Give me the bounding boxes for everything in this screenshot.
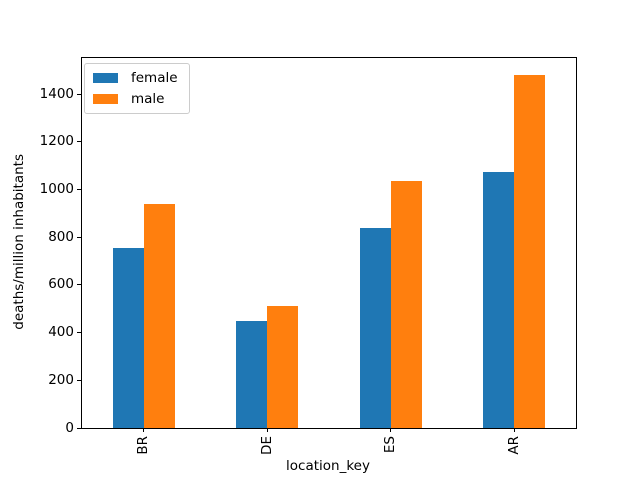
legend-swatch-male xyxy=(93,94,118,104)
y-tick-mark xyxy=(77,379,81,381)
bar-male-AR xyxy=(514,75,546,428)
y-tick-label: 1200 xyxy=(39,133,74,150)
bar-male-ES xyxy=(390,181,422,428)
x-tick-mark xyxy=(143,428,145,432)
y-tick-mark xyxy=(77,141,81,143)
bar-female-ES xyxy=(359,227,391,428)
y-tick-label: 600 xyxy=(48,276,74,293)
x-axis-label: location_key xyxy=(286,458,370,474)
y-tick-label: 1000 xyxy=(39,181,74,198)
bar-female-DE xyxy=(236,320,268,428)
y-tick-mark xyxy=(77,332,81,334)
y-tick-mark xyxy=(77,189,81,191)
x-tick-mark xyxy=(513,428,515,432)
y-axis-label: deaths/million inhabitants xyxy=(10,57,28,427)
legend: female male xyxy=(84,63,190,114)
y-tick-label: 800 xyxy=(48,228,74,245)
y-tick-mark xyxy=(77,93,81,95)
y-tick-label: 400 xyxy=(48,324,74,341)
legend-label-male: male xyxy=(131,90,165,107)
x-tick-label: ES xyxy=(382,436,399,454)
y-tick-mark xyxy=(77,284,81,286)
x-tick-mark xyxy=(266,428,268,432)
x-tick-label: DE xyxy=(258,436,275,455)
y-tick-mark xyxy=(77,427,81,429)
legend-row-female: female xyxy=(93,69,178,87)
bar-female-AR xyxy=(483,171,515,428)
y-tick-mark xyxy=(77,236,81,238)
x-tick-label: BR xyxy=(135,436,152,455)
y-tick-label: 200 xyxy=(48,371,74,388)
legend-row-male: male xyxy=(93,90,178,108)
x-tick-mark xyxy=(390,428,392,432)
x-tick-label: AR xyxy=(505,436,522,455)
bar-male-DE xyxy=(267,306,299,428)
y-tick-label: 0 xyxy=(65,419,74,436)
y-axis-label-text: deaths/million inhabitants xyxy=(11,154,27,330)
legend-swatch-female xyxy=(93,73,118,83)
y-tick-label: 1400 xyxy=(39,85,74,102)
plot-area: 0 200 400 600 800 1000 1200 1400 BR DE ES AR xyxy=(40,57,577,455)
bar-male-BR xyxy=(143,203,175,428)
legend-label-female: female xyxy=(131,69,178,86)
bar-female-BR xyxy=(112,248,144,428)
